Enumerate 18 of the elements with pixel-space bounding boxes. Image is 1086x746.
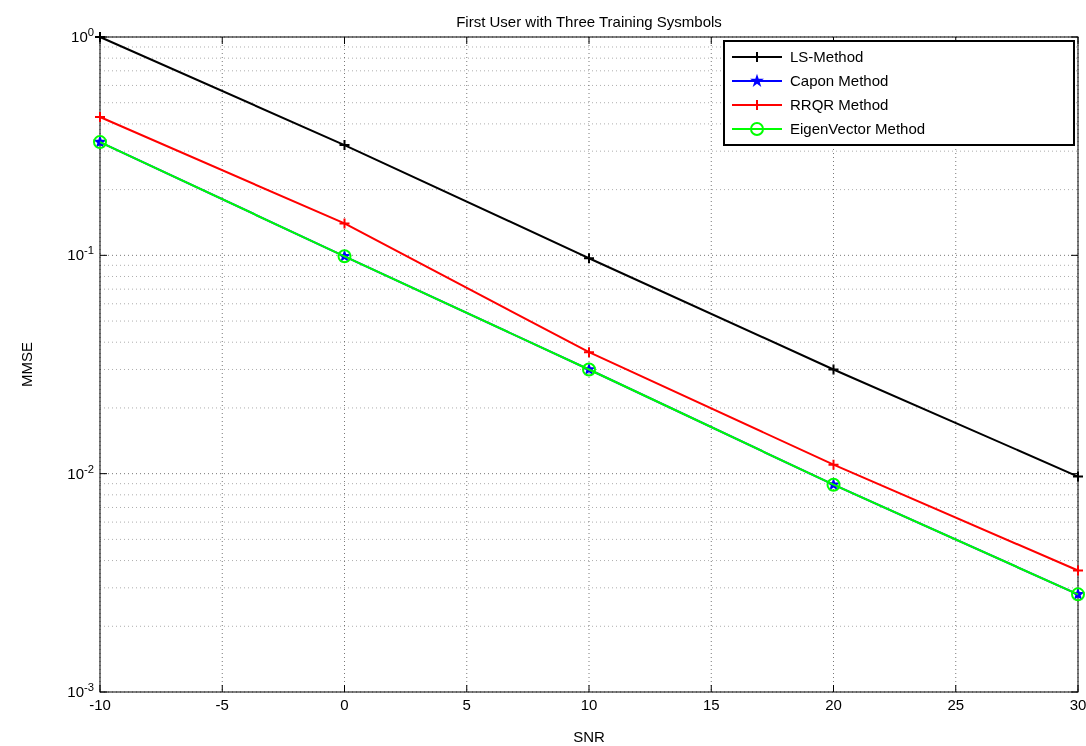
y-tick-label: 10$^{-1}$ [67,244,94,264]
x-tick-label: 25 [947,696,965,713]
x-tick-label: 20 [825,696,842,713]
x-tick-label: 10 [580,696,598,713]
legend-label: EigenVector Method [790,120,926,137]
y-tick-label: 10$^{0}$ [71,26,94,45]
legend-label: RRQR Method [790,96,889,113]
x-tick-label: 5 [462,696,471,713]
x-tick-label: 30 [1069,696,1086,713]
x-tick-label: -5 [215,696,229,713]
x-axis-title: SNR [573,728,605,745]
chart-title: First User with Three Training Sysmbols [456,13,722,30]
x-tick-label: 15 [702,696,720,713]
legend-label: Capon Method [790,72,889,89]
y-axis-title: MMSE [18,342,35,387]
legend-label: LS-Method [790,48,864,65]
y-tick-label: 10$^{-2}$ [67,462,94,482]
x-tick-label: 0 [340,696,349,713]
